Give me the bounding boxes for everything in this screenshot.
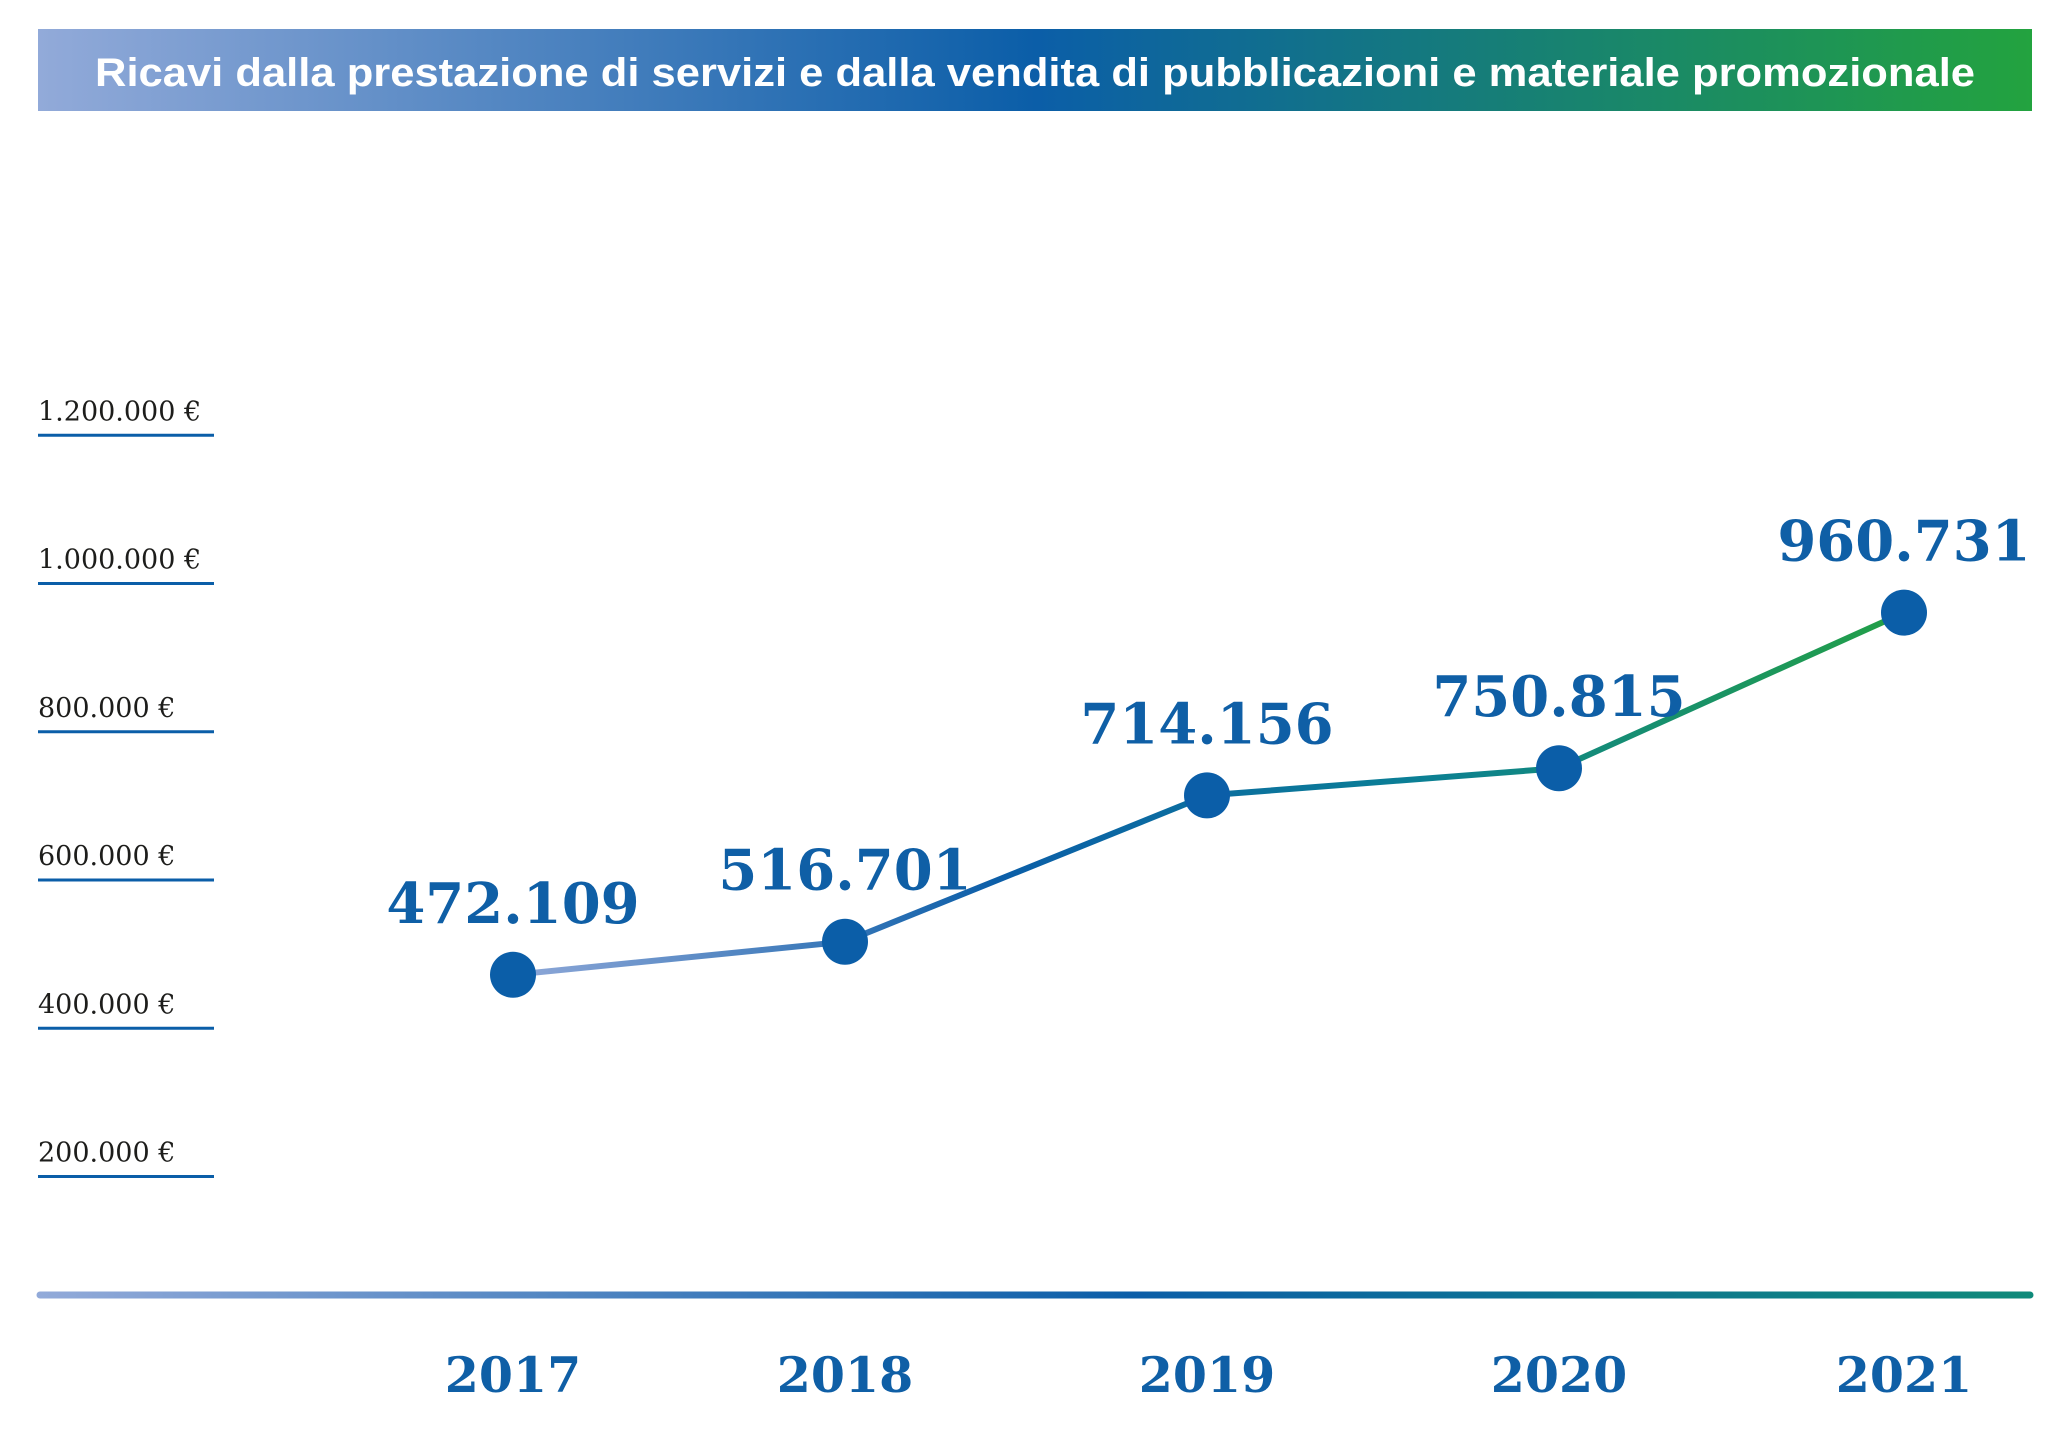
data-point-marker	[822, 918, 868, 965]
y-tick-label: 200.000 €	[38, 1138, 175, 1169]
data-label: 960.731	[1777, 509, 2030, 575]
data-point-marker	[1536, 745, 1582, 792]
series-group: 472.109 516.701 714.156 750.815 960.731	[386, 509, 2031, 998]
data-point-marker	[1184, 772, 1230, 819]
title-bar	[38, 29, 2032, 111]
x-tick-label: 2020	[1491, 1346, 1627, 1404]
data-label: 516.701	[718, 838, 971, 904]
chart-title: Ricavi dalla prestazione di servizi e da…	[95, 51, 1975, 95]
data-label: 750.815	[1432, 664, 1685, 730]
x-tick-label: 2021	[1836, 1346, 1972, 1404]
y-tick-label: 600.000 €	[38, 841, 175, 872]
data-label: 714.156	[1080, 691, 1333, 757]
y-tick-label: 400.000 €	[38, 989, 175, 1020]
y-tick-label: 1.200.000 €	[38, 396, 201, 427]
data-point-marker	[1881, 589, 1927, 636]
y-axis-ticks: 200.000 € 400.000 € 600.000 € 800.000 € 1.00…	[38, 396, 214, 1178]
data-point-marker	[490, 951, 536, 998]
x-tick-label: 2017	[445, 1346, 581, 1404]
x-tick-label: 2018	[777, 1346, 913, 1404]
x-tick-label: 2019	[1139, 1346, 1275, 1404]
y-tick-label: 800.000 €	[38, 693, 175, 724]
y-tick-label: 1.000.000 €	[38, 545, 201, 576]
data-label: 472.109	[386, 871, 639, 937]
x-axis-ticks: 2017 2018 2019 2020 2021	[445, 1346, 1972, 1404]
